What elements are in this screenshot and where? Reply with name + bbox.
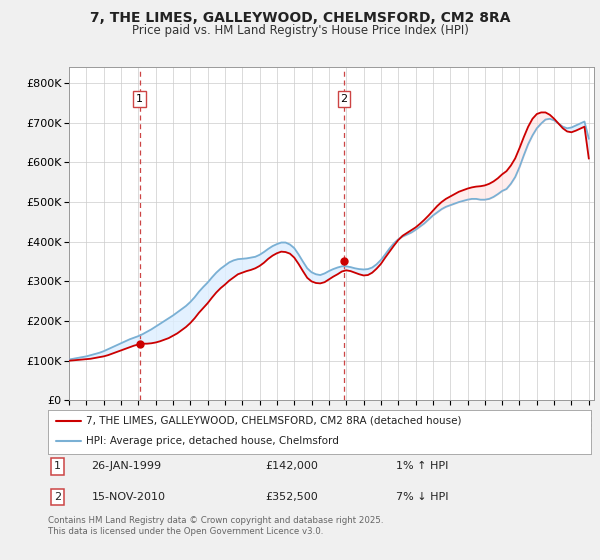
Text: 1% ↑ HPI: 1% ↑ HPI (395, 461, 448, 472)
Text: 1: 1 (136, 94, 143, 104)
Text: 2: 2 (54, 492, 61, 502)
Text: Contains HM Land Registry data © Crown copyright and database right 2025.
This d: Contains HM Land Registry data © Crown c… (48, 516, 383, 536)
Text: Price paid vs. HM Land Registry's House Price Index (HPI): Price paid vs. HM Land Registry's House … (131, 24, 469, 36)
Text: 1: 1 (54, 461, 61, 472)
Text: 7, THE LIMES, GALLEYWOOD, CHELMSFORD, CM2 8RA: 7, THE LIMES, GALLEYWOOD, CHELMSFORD, CM… (90, 11, 510, 25)
Text: HPI: Average price, detached house, Chelmsford: HPI: Average price, detached house, Chel… (86, 436, 339, 446)
Text: £142,000: £142,000 (265, 461, 318, 472)
Text: 15-NOV-2010: 15-NOV-2010 (91, 492, 166, 502)
Text: 2: 2 (341, 94, 348, 104)
Text: 26-JAN-1999: 26-JAN-1999 (91, 461, 161, 472)
Text: 7, THE LIMES, GALLEYWOOD, CHELMSFORD, CM2 8RA (detached house): 7, THE LIMES, GALLEYWOOD, CHELMSFORD, CM… (86, 416, 461, 426)
Text: 7% ↓ HPI: 7% ↓ HPI (395, 492, 448, 502)
Text: £352,500: £352,500 (265, 492, 318, 502)
